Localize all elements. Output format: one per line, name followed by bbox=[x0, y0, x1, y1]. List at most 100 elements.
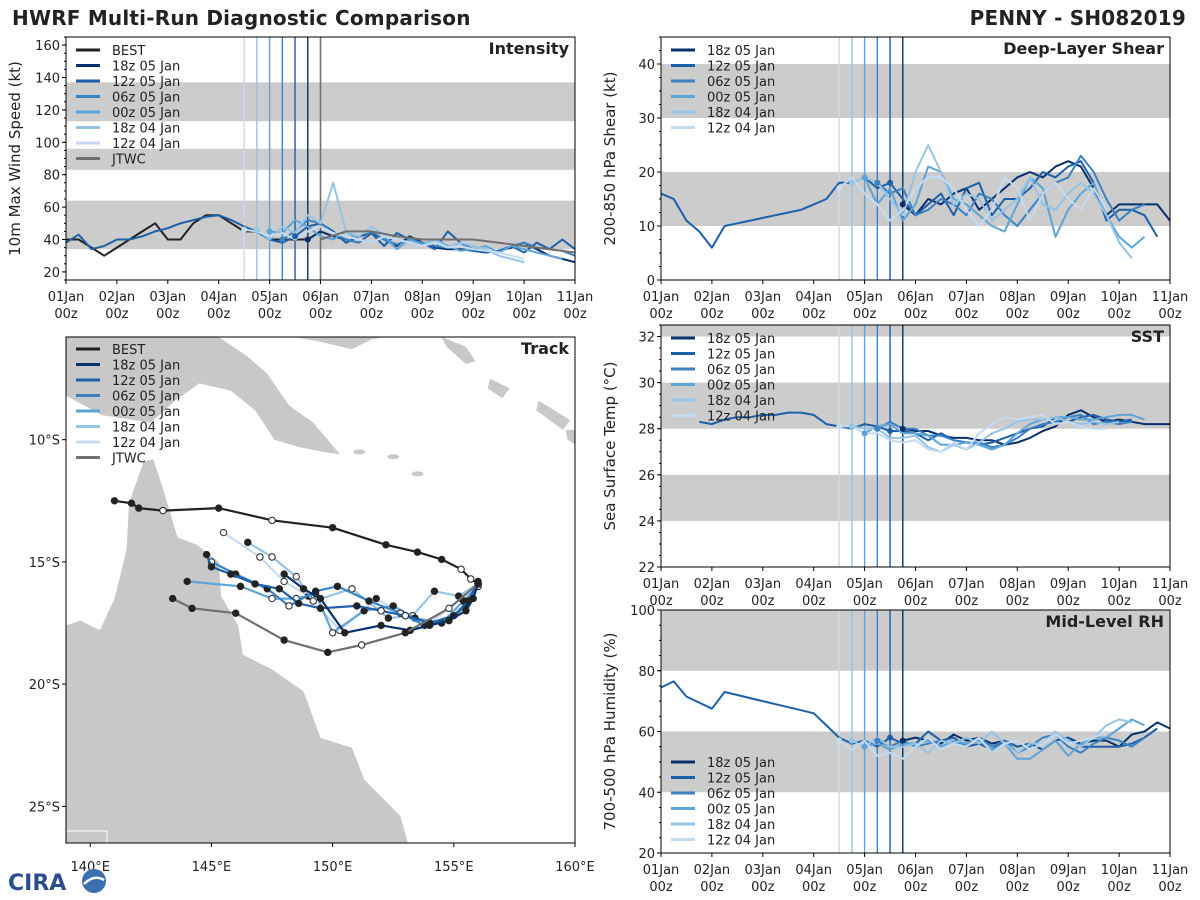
x-tick-label: 00z bbox=[853, 307, 877, 322]
legend-label: 00z 05 Jan bbox=[112, 405, 180, 420]
y-tick-label: 10°S bbox=[29, 434, 60, 449]
init-marker bbox=[848, 179, 855, 186]
legend-label: 18z 04 Jan bbox=[112, 122, 180, 137]
legend-label: 12z 05 Jan bbox=[707, 60, 775, 75]
track-point bbox=[474, 580, 482, 588]
series-line-18z-05-jan bbox=[902, 160, 1171, 222]
track-point bbox=[462, 607, 470, 615]
x-tick-label: 00z bbox=[802, 594, 826, 609]
x-tick-label: 09Jan bbox=[1050, 577, 1087, 592]
x-tick-label: 01Jan bbox=[48, 290, 85, 305]
series-line-06z-05-jan bbox=[876, 733, 1146, 754]
x-tick-label: 00z bbox=[1107, 880, 1131, 895]
y-tick-label: 40 bbox=[43, 234, 60, 249]
track-point bbox=[294, 599, 303, 608]
legend-label: 00z 05 Jan bbox=[112, 106, 180, 121]
series-line-06z-05-jan bbox=[876, 154, 1145, 227]
track-point bbox=[413, 548, 422, 556]
y-tick-label: 30 bbox=[638, 112, 655, 127]
legend-label: 00z 05 Jan bbox=[707, 379, 775, 394]
x-tick-label: 10Jan bbox=[506, 290, 543, 305]
track-point bbox=[268, 553, 276, 561]
legend-label: 18z 05 Jan bbox=[707, 332, 775, 347]
logo-globe-icon bbox=[82, 869, 106, 893]
x-tick-label: 00z bbox=[802, 307, 826, 322]
track-point bbox=[469, 594, 477, 603]
y-tick-label: 100 bbox=[35, 136, 60, 151]
x-tick-label: 04Jan bbox=[795, 290, 832, 305]
track-point bbox=[311, 587, 320, 595]
x-tick-label: 00z bbox=[649, 307, 673, 322]
x-tick-label: 00z bbox=[1158, 307, 1182, 322]
solomon-island bbox=[565, 429, 575, 445]
init-marker bbox=[874, 425, 881, 432]
x-tick-label: 06Jan bbox=[897, 863, 934, 878]
track-point bbox=[341, 629, 349, 637]
x-tick-label: 10Jan bbox=[1101, 290, 1138, 305]
panel-title: Deep-Layer Shear bbox=[1003, 39, 1164, 58]
init-marker bbox=[899, 425, 906, 432]
track-point bbox=[280, 636, 288, 644]
track-point bbox=[467, 575, 475, 583]
series-line-jtwc bbox=[320, 230, 576, 254]
legend-label: 00z 05 Jan bbox=[707, 803, 775, 818]
track-point bbox=[372, 594, 380, 603]
track-point bbox=[328, 629, 337, 637]
y-tick-label: 20 bbox=[43, 266, 60, 281]
new-guinea-landmass bbox=[66, 337, 340, 455]
x-tick-label: 08Jan bbox=[999, 577, 1036, 592]
x-tick-label: 02Jan bbox=[694, 863, 731, 878]
x-tick-label: 05Jan bbox=[251, 290, 288, 305]
x-tick-label: 00z bbox=[1158, 880, 1182, 895]
x-tick-label: 00z bbox=[309, 307, 333, 322]
track-point bbox=[457, 565, 465, 573]
track-point bbox=[445, 616, 453, 625]
x-tick-label: 02Jan bbox=[694, 577, 731, 592]
x-tick-label: 03Jan bbox=[745, 863, 782, 878]
x-tick-label: 00z bbox=[1057, 880, 1081, 895]
threshold-band bbox=[661, 64, 1170, 118]
init-marker bbox=[266, 228, 273, 235]
x-tick-label: 06Jan bbox=[897, 577, 934, 592]
track-point bbox=[285, 602, 293, 610]
logo-text: CIRA bbox=[8, 871, 66, 896]
track-point bbox=[219, 528, 228, 537]
track-point bbox=[227, 570, 235, 578]
legend-label: 12z 05 Jan bbox=[112, 75, 180, 90]
solomon-island bbox=[487, 378, 510, 399]
init-marker bbox=[874, 737, 881, 744]
y-axis-label: Sea Surface Temp (°C) bbox=[601, 361, 619, 530]
x-tick-label: 04Jan bbox=[795, 577, 832, 592]
legend-label: 00z 05 Jan bbox=[707, 91, 775, 106]
track-point bbox=[159, 506, 167, 515]
x-tick-label: 00z bbox=[156, 307, 180, 322]
legend-label: 12z 04 Jan bbox=[112, 137, 180, 152]
legend-label: 12z 05 Jan bbox=[112, 374, 180, 389]
x-tick-label: 02Jan bbox=[694, 290, 731, 305]
legend-label: 18z 04 Jan bbox=[707, 818, 775, 833]
track-point bbox=[389, 602, 397, 610]
init-marker bbox=[887, 179, 894, 186]
panel-rh: 20 40 60 80 100 01Jan 00z 02Jan 00z 03Jan 00z 04Jan… bbox=[601, 604, 1188, 895]
x-tick-label: 07Jan bbox=[353, 290, 390, 305]
y-tick-label: 80 bbox=[638, 665, 655, 680]
x-tick-label: 07Jan bbox=[948, 577, 985, 592]
track-point bbox=[437, 555, 446, 564]
track-point bbox=[202, 550, 211, 559]
panel-track: 140°E 145°E 150°E 155°E 160°E10°S15°S20°S25°… bbox=[29, 336, 595, 875]
y-axis-label: 10m Max Wind Speed (kt) bbox=[6, 61, 24, 256]
y-tick-label: 20°S bbox=[29, 678, 60, 693]
legend-label: 18z 05 Jan bbox=[707, 44, 775, 59]
init-marker bbox=[899, 201, 906, 208]
y-tick-label: 30 bbox=[638, 377, 655, 392]
x-tick-label: 03Jan bbox=[745, 577, 782, 592]
y-tick-label: 0 bbox=[647, 274, 655, 289]
legend-label: 18z 05 Jan bbox=[112, 359, 180, 374]
init-marker bbox=[899, 737, 906, 744]
track-point bbox=[353, 602, 361, 610]
x-tick-label: 05Jan bbox=[846, 577, 883, 592]
track-point bbox=[365, 597, 373, 605]
track-point bbox=[425, 621, 434, 630]
